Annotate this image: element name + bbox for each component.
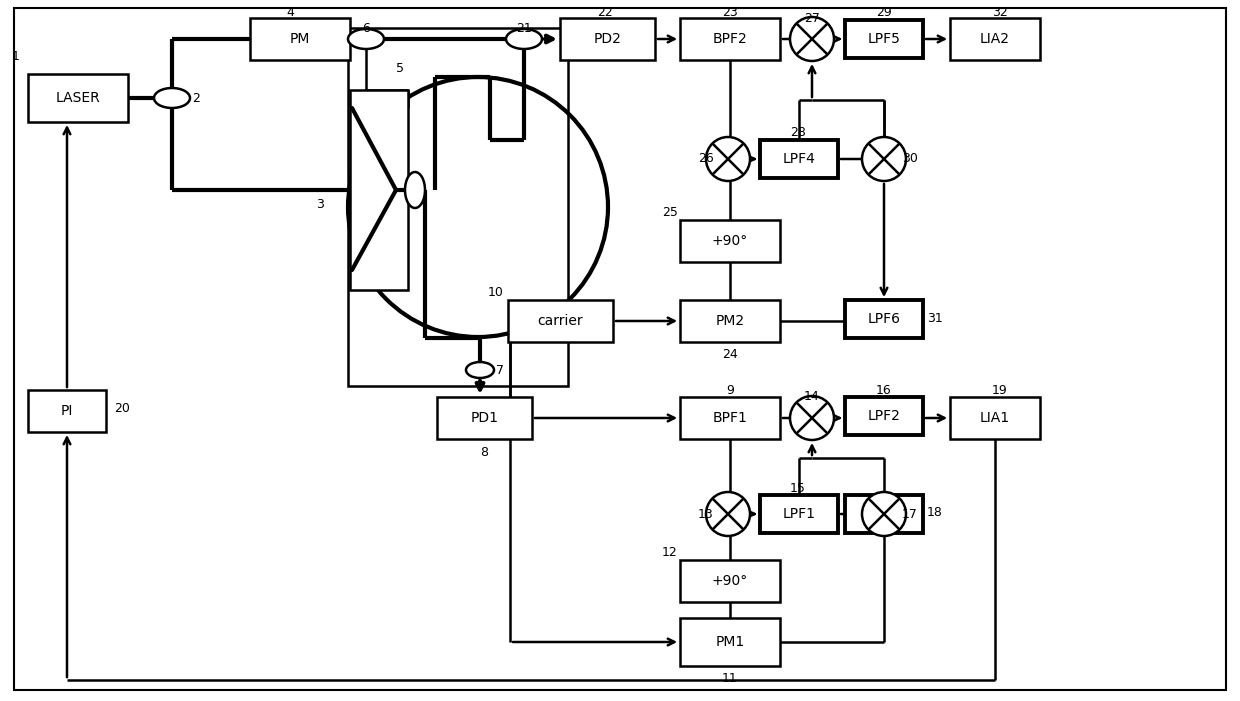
Text: 8: 8 [480, 446, 489, 458]
Circle shape [706, 137, 750, 181]
Text: 25: 25 [662, 207, 678, 219]
Text: PD1: PD1 [470, 411, 498, 425]
Text: BPF2: BPF2 [713, 32, 748, 46]
Text: +90°: +90° [712, 234, 748, 248]
Text: 23: 23 [722, 6, 738, 18]
Bar [560, 18, 655, 60]
Text: 22: 22 [598, 6, 613, 18]
Text: LIA2: LIA2 [980, 32, 1011, 46]
Text: 29: 29 [877, 6, 892, 18]
Text: 21: 21 [516, 22, 532, 34]
Text: 9: 9 [727, 383, 734, 397]
Bar [760, 495, 838, 533]
Text: 3: 3 [316, 198, 324, 212]
Text: 19: 19 [992, 383, 1008, 397]
Text: 20: 20 [114, 402, 130, 414]
Bar [29, 390, 105, 432]
Text: 5: 5 [396, 62, 404, 74]
Text: +90°: +90° [712, 574, 748, 588]
Text: LPF2: LPF2 [868, 409, 900, 423]
Text: 30: 30 [901, 153, 918, 165]
Text: 27: 27 [804, 11, 820, 25]
Bar [844, 20, 923, 58]
Ellipse shape [405, 172, 425, 208]
Bar [680, 397, 780, 439]
Text: 11: 11 [722, 672, 738, 684]
Bar [950, 397, 1040, 439]
Text: 26: 26 [698, 153, 714, 165]
Text: LPF5: LPF5 [868, 32, 900, 46]
Text: 10: 10 [489, 287, 503, 299]
Bar [350, 90, 408, 290]
Circle shape [706, 492, 750, 536]
Bar [680, 220, 780, 262]
Text: 15: 15 [790, 482, 806, 494]
Circle shape [862, 492, 906, 536]
Text: LPF4: LPF4 [782, 152, 816, 166]
Text: 6: 6 [362, 22, 370, 34]
Text: 1: 1 [12, 50, 20, 62]
Text: 17: 17 [901, 508, 918, 521]
Text: PM: PM [290, 32, 310, 46]
Text: BPF1: BPF1 [713, 411, 748, 425]
Circle shape [862, 137, 906, 181]
Bar [348, 28, 568, 386]
Text: carrier: carrier [538, 314, 583, 328]
Text: 31: 31 [928, 311, 942, 325]
Text: LPF1: LPF1 [782, 507, 816, 521]
Bar [508, 300, 613, 342]
Bar [250, 18, 350, 60]
Text: LIA1: LIA1 [980, 411, 1011, 425]
Bar [844, 397, 923, 435]
Text: PI: PI [61, 404, 73, 418]
Text: 16: 16 [877, 383, 892, 397]
Ellipse shape [506, 29, 542, 49]
Bar [436, 397, 532, 439]
Text: LPF3: LPF3 [868, 507, 900, 521]
Ellipse shape [348, 29, 384, 49]
Text: 28: 28 [790, 126, 806, 139]
Bar [950, 18, 1040, 60]
Text: PM1: PM1 [715, 635, 745, 649]
Text: 18: 18 [928, 507, 942, 519]
Text: 7: 7 [496, 364, 503, 376]
Text: 4: 4 [286, 6, 294, 18]
Ellipse shape [466, 362, 494, 378]
Text: 14: 14 [804, 390, 820, 404]
Text: 32: 32 [992, 6, 1008, 18]
Text: PM2: PM2 [715, 314, 744, 328]
Text: 12: 12 [662, 547, 678, 559]
Bar [680, 300, 780, 342]
Bar [760, 140, 838, 178]
Bar [680, 560, 780, 602]
Text: LASER: LASER [56, 91, 100, 105]
Bar [844, 300, 923, 338]
Circle shape [790, 17, 835, 61]
Bar [680, 18, 780, 60]
Text: PD2: PD2 [594, 32, 621, 46]
Ellipse shape [154, 88, 190, 108]
Bar [844, 495, 923, 533]
Circle shape [790, 396, 835, 440]
Bar [680, 618, 780, 666]
Text: 2: 2 [192, 92, 200, 104]
Text: 13: 13 [698, 508, 714, 521]
Bar [29, 74, 128, 122]
Text: 24: 24 [722, 348, 738, 362]
Text: LPF6: LPF6 [868, 312, 900, 326]
